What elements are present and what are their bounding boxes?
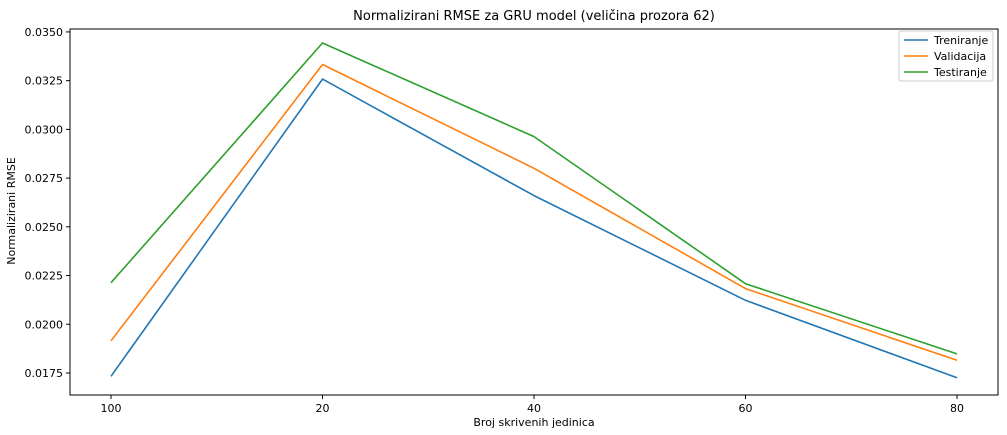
series-line-treniranje (110, 78, 958, 379)
y-tick-label: 0.0225 (25, 270, 64, 283)
y-tick-label: 0.0175 (25, 367, 64, 380)
x-tick-label: 20 (316, 402, 330, 415)
series-line-testiranje (110, 42, 958, 355)
legend-label-validacija: Validacija (934, 50, 986, 63)
y-tick-label: 0.0275 (25, 172, 64, 185)
chart-title: Normalizirani RMSE za GRU model (veličin… (353, 9, 715, 24)
legend-label-treniranje: Treniranje (933, 34, 988, 47)
y-axis-title: Normalizirani RMSE (5, 157, 18, 265)
y-tick-label: 0.0200 (25, 318, 64, 331)
y-tick-label: 0.0300 (25, 123, 64, 136)
legend-box (898, 30, 994, 82)
y-tick-label: 0.0250 (25, 221, 64, 234)
x-tick-label: 40 (527, 402, 541, 415)
x-tick-label: 100 (101, 402, 122, 415)
x-tick-label: 60 (739, 402, 753, 415)
y-tick-label: 0.0325 (25, 75, 64, 88)
y-tick-label: 0.0350 (25, 26, 64, 39)
legend-label-testiranje: Testiranje (933, 66, 987, 79)
x-tick-label: 80 (950, 402, 964, 415)
series-line-validacija (110, 63, 958, 362)
plot-area: 100 20 40 60 80 0.0175 0.0200 0.0225 0.0250 0.027… (25, 26, 999, 415)
x-axis-title: Broj skrivenih jedinica (473, 416, 594, 429)
legend: Treniranje Validacija Testiranje (898, 30, 994, 82)
